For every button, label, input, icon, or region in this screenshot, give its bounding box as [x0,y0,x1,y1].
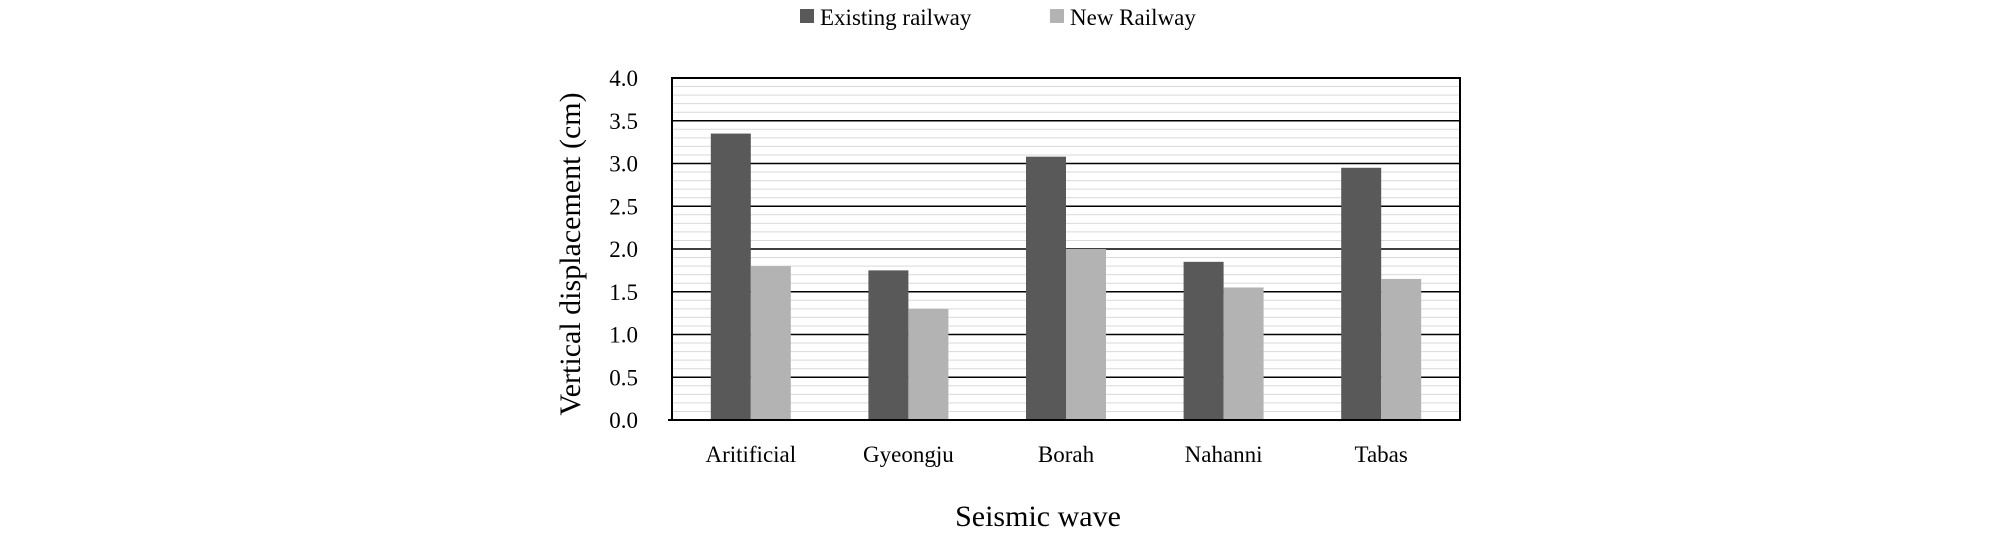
x-tick-label: Tabas [1355,442,1408,467]
y-tick-label: 2.0 [609,237,638,262]
bar-existing-railway [868,270,909,420]
legend: Existing railway New Railway [800,5,1196,30]
y-tick-label: 1.0 [609,323,638,348]
y-tick-label: 0.0 [609,408,638,433]
bar-new-railway [908,308,949,420]
y-tick-label: 4.0 [609,66,638,91]
x-tick-label: Aritificial [705,442,796,467]
bar-new-railway [750,266,791,420]
bar-existing-railway [1026,156,1066,420]
y-tick-labels: 0.0 0.5 1.0 1.5 2.0 2.5 3.0 3.5 4.0 [609,66,638,433]
plot-frame [668,77,1461,421]
x-tick-label: Nahanni [1185,442,1263,467]
x-tick-label: Borah [1038,442,1095,467]
y-tick-label: 0.5 [609,365,638,390]
bar-existing-railway [1341,167,1382,420]
y-axis-label: Vertical displacement (cm) [554,92,587,415]
bar-existing-railway [1183,261,1224,420]
y-tick-label: 2.5 [609,194,638,219]
y-tick-label: 3.0 [609,152,638,177]
bar-new-railway [1223,287,1264,420]
bars [710,133,1422,420]
legend-label: Existing railway [820,5,972,30]
y-tick-label: 1.5 [609,280,638,305]
x-tick-label: Gyeongju [863,442,954,467]
bar-new-railway [1381,278,1422,420]
legend-label: New Railway [1070,5,1196,30]
y-tick-label: 3.5 [609,109,638,134]
bar-new-railway [1066,249,1106,420]
legend-swatch [800,9,814,23]
legend-swatch [1050,9,1064,23]
x-axis-label: Seismic wave [955,500,1121,532]
x-tick-labels: Aritificial Gyeongju Borah Nahanni Tabas [705,442,1407,467]
bar-existing-railway [710,133,751,420]
